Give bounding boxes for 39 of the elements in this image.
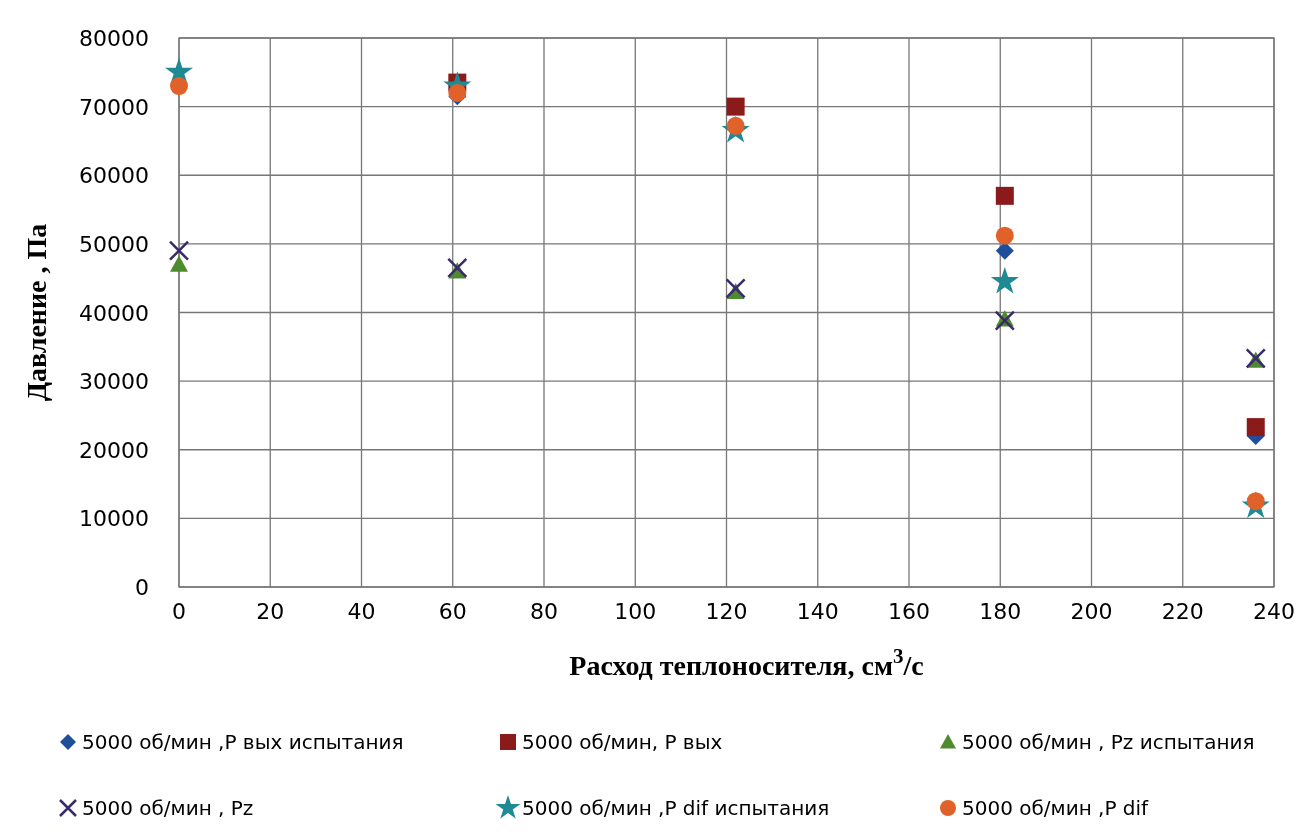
legend-label: 5000 об/мин , Pz bbox=[82, 796, 254, 820]
y-tick-label: 0 bbox=[135, 575, 149, 600]
x-tick-label: 220 bbox=[1161, 599, 1204, 624]
x-tick-label: 160 bbox=[888, 599, 930, 624]
point bbox=[170, 255, 188, 272]
point bbox=[995, 226, 1014, 245]
x-tick-label: 0 bbox=[172, 599, 186, 624]
y-tick-label: 60000 bbox=[79, 163, 149, 189]
x-axis-title: Расход теплоносителя, см$^{3}$/с bbox=[569, 644, 924, 681]
legend-label: 5000 об/мин ,P вых испытания bbox=[82, 730, 404, 754]
x-tick-label: 140 bbox=[796, 599, 839, 624]
y-tick-label: 40000 bbox=[79, 300, 149, 326]
y-tick-label: 70000 bbox=[79, 94, 149, 120]
legend-label: 5000 об/мин ,P dif испытания bbox=[522, 796, 830, 820]
x-tick-label: 100 bbox=[614, 599, 657, 624]
point bbox=[990, 266, 1019, 294]
x-tick-label: 20 bbox=[256, 599, 285, 624]
y-tick-label: 50000 bbox=[79, 231, 149, 257]
point bbox=[726, 97, 745, 116]
point bbox=[995, 186, 1014, 205]
y-tick-label: 80000 bbox=[79, 26, 149, 51]
x-tick-label: 120 bbox=[705, 599, 748, 624]
point bbox=[170, 77, 188, 96]
x-tick-label: 80 bbox=[530, 599, 558, 624]
x-tick-label: 240 bbox=[1253, 599, 1295, 624]
legend-label: 5000 об/мин , Pz испытания bbox=[962, 730, 1255, 754]
point bbox=[1246, 418, 1265, 437]
y-axis-title: Давление , Па bbox=[21, 223, 52, 402]
x-tick-label: 200 bbox=[1070, 599, 1113, 624]
legend-label: 5000 об/мин ,P dif bbox=[962, 796, 1150, 820]
x-tick-label: 40 bbox=[347, 599, 376, 624]
y-tick-label: 20000 bbox=[79, 437, 149, 463]
legend-label: 5000 об/мин, P вых bbox=[522, 730, 723, 754]
y-tick-label: 30000 bbox=[79, 369, 149, 395]
x-tick-label: 60 bbox=[438, 599, 467, 624]
y-tick-label: 10000 bbox=[79, 506, 149, 532]
point bbox=[447, 257, 468, 279]
x-tick-label: 180 bbox=[979, 599, 1022, 624]
point bbox=[168, 240, 190, 261]
